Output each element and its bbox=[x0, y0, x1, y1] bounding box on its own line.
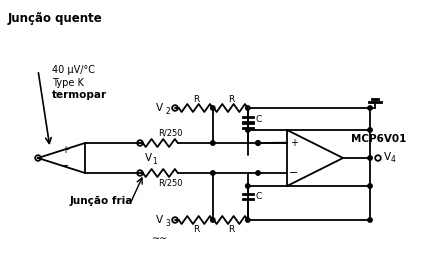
Text: Type K: Type K bbox=[52, 78, 84, 88]
Text: V: V bbox=[155, 103, 162, 113]
Text: R: R bbox=[192, 95, 198, 103]
Circle shape bbox=[210, 141, 215, 145]
Text: 2: 2 bbox=[165, 106, 170, 116]
Circle shape bbox=[245, 184, 249, 188]
Circle shape bbox=[245, 218, 249, 222]
Text: MCP6V01: MCP6V01 bbox=[350, 134, 406, 144]
Text: R: R bbox=[227, 225, 233, 234]
Text: +: + bbox=[290, 138, 297, 148]
Circle shape bbox=[255, 141, 260, 145]
Text: +: + bbox=[61, 145, 69, 155]
Circle shape bbox=[245, 128, 249, 132]
Text: R: R bbox=[192, 225, 198, 234]
Circle shape bbox=[367, 106, 371, 110]
Text: C: C bbox=[255, 114, 261, 124]
Text: ∼∼: ∼∼ bbox=[152, 233, 168, 243]
Circle shape bbox=[367, 184, 371, 188]
Circle shape bbox=[210, 106, 215, 110]
Text: −: − bbox=[60, 161, 70, 171]
Text: C: C bbox=[255, 192, 261, 201]
Circle shape bbox=[367, 218, 371, 222]
Circle shape bbox=[210, 171, 215, 175]
Text: 1: 1 bbox=[152, 157, 156, 166]
Text: termopar: termopar bbox=[52, 90, 107, 100]
Text: R: R bbox=[227, 95, 233, 103]
Text: −: − bbox=[289, 168, 298, 178]
Text: V: V bbox=[145, 153, 152, 163]
Circle shape bbox=[367, 156, 371, 160]
Circle shape bbox=[367, 128, 371, 132]
Text: 3: 3 bbox=[165, 218, 170, 228]
Circle shape bbox=[255, 171, 260, 175]
Text: 4: 4 bbox=[390, 155, 395, 165]
Circle shape bbox=[210, 218, 215, 222]
Circle shape bbox=[245, 106, 249, 110]
Text: 40 μV/°C: 40 μV/°C bbox=[52, 65, 95, 75]
Text: Junção quente: Junção quente bbox=[8, 12, 102, 25]
Text: V: V bbox=[155, 215, 162, 225]
Text: V: V bbox=[383, 152, 390, 162]
Text: R/250: R/250 bbox=[158, 178, 182, 188]
Text: Junção fria: Junção fria bbox=[70, 196, 133, 206]
Text: R/250: R/250 bbox=[158, 128, 182, 137]
Circle shape bbox=[255, 141, 260, 145]
